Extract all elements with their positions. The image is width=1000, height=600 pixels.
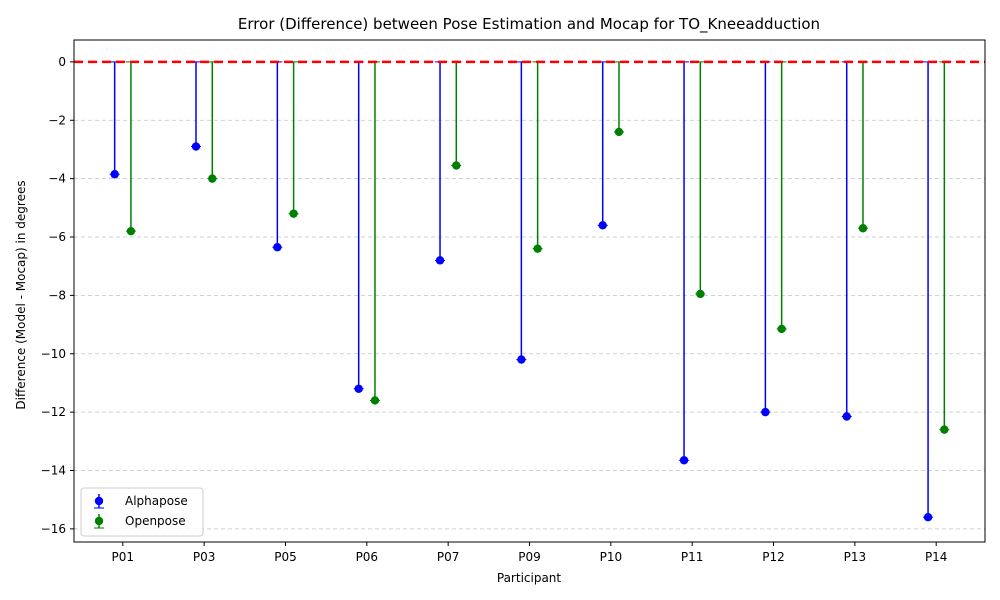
x-tick-label: P03: [193, 550, 216, 564]
y-tick-label: −16: [41, 522, 66, 536]
data-point-alphapose: [842, 412, 851, 421]
chart-title: Error (Difference) between Pose Estimati…: [238, 15, 820, 34]
legend-label-openpose: Openpose: [125, 514, 186, 528]
data-point-openpose: [370, 396, 380, 405]
data-point-alphapose: [679, 456, 689, 465]
y-tick-label: −8: [48, 288, 66, 302]
data-point-openpose: [696, 289, 705, 299]
y-tick-label: −10: [41, 347, 66, 361]
legend-marker-alphapose: [94, 496, 104, 506]
x-tick-label: P11: [681, 550, 704, 564]
data-point-alphapose: [110, 170, 119, 179]
data-point-openpose: [858, 224, 868, 233]
y-tick-label: −12: [41, 405, 66, 419]
plot-frame: [73, 39, 986, 543]
data-point-alphapose: [354, 384, 363, 393]
y-tick-label: 0: [58, 55, 66, 69]
data-point-openpose: [126, 226, 136, 236]
data-point-alphapose: [598, 221, 607, 230]
legend: Alphapose Openpose: [80, 487, 204, 537]
data-point-alphapose: [517, 355, 526, 364]
legend-marker-openpose: [94, 516, 104, 526]
x-tick-label: P06: [356, 550, 379, 564]
y-axis-label: Difference (Model - Mocap) in degrees: [14, 180, 28, 409]
data-point-openpose: [208, 174, 217, 183]
data-point-openpose: [940, 425, 949, 434]
data-point-openpose: [777, 324, 786, 334]
data-point-alphapose: [191, 142, 201, 151]
plot-area: 0 −2 −4 −6 −8 −10 −12 −14 −16 P01 P03 P05 P06 P07 P09 P…: [41, 39, 986, 564]
data-point-alphapose: [435, 256, 445, 265]
x-tick-label: P01: [112, 550, 135, 564]
x-axis-label: Participant: [497, 571, 562, 585]
data-point-alphapose: [761, 407, 770, 417]
legend-box: [80, 487, 204, 537]
y-tick-label: −4: [48, 172, 66, 186]
data-point-openpose: [614, 127, 624, 137]
data-point-alphapose: [273, 243, 282, 252]
x-tick-label: P09: [518, 550, 541, 564]
x-tick-label: P14: [925, 550, 948, 564]
x-tick-label: P07: [437, 550, 460, 564]
legend-label-alphapose: Alphapose: [125, 494, 188, 508]
x-tick-label: P13: [844, 550, 867, 564]
y-tick-label: −14: [41, 463, 66, 477]
x-tick-label: P12: [762, 550, 785, 564]
data-point-openpose: [289, 209, 298, 218]
y-tick-label: −6: [48, 230, 66, 244]
data-point-openpose: [533, 244, 542, 253]
x-tick-label: P10: [600, 550, 623, 564]
data-point-alphapose: [923, 512, 933, 522]
x-tick-label: P05: [274, 550, 297, 564]
y-tick-label: −2: [48, 113, 66, 127]
data-point-openpose: [452, 161, 461, 170]
